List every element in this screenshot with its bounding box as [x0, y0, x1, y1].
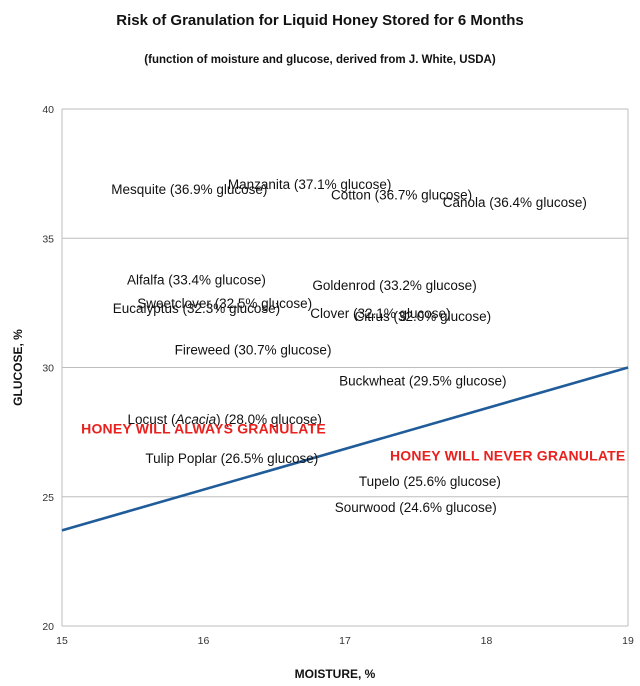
chart-subtitle: (function of moisture and glucose, deriv… [144, 54, 496, 66]
honey-label: Citrus (32.0% glucose) [355, 309, 492, 324]
y-axis-title: GLUCOSE, % [11, 329, 25, 406]
honey-label: Tupelo (25.6% glucose) [359, 474, 501, 489]
honey-label: Locust (Acacia) (28.0% glucose) [128, 412, 322, 427]
honey-label: Cotton (36.7% glucose) [331, 187, 472, 202]
y-tick-label: 40 [42, 104, 54, 116]
honey-label: Buckwheat (29.5% glucose) [339, 373, 506, 388]
y-tick-label: 25 [42, 492, 54, 504]
honey-label: Clover (32.1% glucose) [310, 306, 450, 321]
y-tick-label: 30 [42, 363, 54, 375]
region-labels: HONEY WILL ALWAYS GRANULATE HONEY WILL NE… [81, 420, 625, 463]
x-tick-labels: 15 16 17 18 19 [56, 635, 634, 647]
honey-label: Alfalfa (33.4% glucose) [127, 273, 266, 288]
x-tick-label: 19 [622, 635, 634, 647]
chart-title: Risk of Granulation for Liquid Honey Sto… [116, 12, 524, 29]
y-tick-labels: 20 25 30 35 40 [42, 104, 54, 633]
honey-labels: Manzanita (37.1% glucose)Mesquite (36.9%… [111, 177, 587, 515]
honey-label: Eucalyptus (32.3% glucose) [113, 301, 280, 316]
x-tick-label: 18 [481, 635, 493, 647]
granulation-boundary-line [61, 366, 629, 532]
x-tick-label: 17 [339, 635, 351, 647]
honey-label: Canola (36.4% glucose) [443, 195, 587, 210]
x-tick-label: 16 [198, 635, 210, 647]
x-axis-title: MOISTURE, % [295, 667, 376, 681]
honey-label: Fireweed (30.7% glucose) [175, 342, 332, 357]
y-tick-label: 35 [42, 233, 54, 245]
x-tick-label: 15 [56, 635, 68, 647]
honey-label: Goldenrod (33.2% glucose) [312, 278, 476, 293]
y-tick-label: 20 [42, 621, 54, 633]
region-label-always-granulate: HONEY WILL ALWAYS GRANULATE [81, 420, 326, 436]
honey-label: Tulip Poplar (26.5% glucose) [145, 451, 318, 466]
boundary-line-group [61, 366, 629, 532]
honey-label: Mesquite (36.9% glucose) [111, 182, 267, 197]
honey-label: Sourwood (24.6% glucose) [335, 500, 497, 515]
honey-label: Manzanita (37.1% glucose) [228, 177, 392, 192]
region-label-never-granulate: HONEY WILL NEVER GRANULATE [390, 448, 625, 464]
honey-label: Sweetclover (32.5% glucose) [137, 296, 312, 311]
